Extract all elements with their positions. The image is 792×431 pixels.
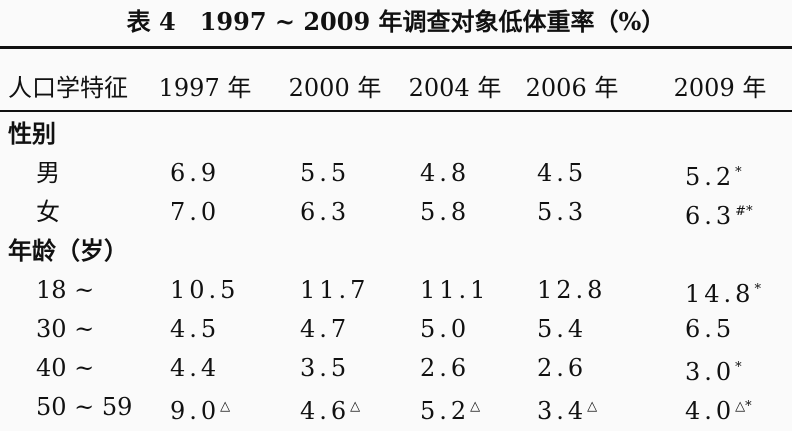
cell-value: 6.3 [685, 202, 736, 230]
cell: 11.1 [420, 276, 490, 304]
cell: 11.7 [300, 276, 370, 304]
cell-value: 4.0 [685, 397, 736, 425]
cell: 5.3 [537, 198, 588, 226]
cell-value: 14.8 [685, 280, 755, 308]
header-cell: 2009 年 [673, 74, 767, 102]
cell-note: △ [220, 399, 231, 414]
cell: 4.5 [170, 315, 221, 343]
header-cell: 2004 年 [408, 74, 502, 102]
cell: 5.5 [300, 159, 351, 187]
cell: 4.6△ [300, 393, 360, 425]
cell-note: #* [735, 204, 753, 219]
header-cell: 人口学特征 [8, 74, 128, 102]
cell-note: * [735, 360, 742, 375]
row-label: 30 ~ [36, 315, 95, 343]
cell: 4.5 [537, 159, 588, 187]
cell-note: △ [470, 399, 481, 414]
cell: 9.0△ [170, 393, 230, 425]
cell: 5.2* [685, 159, 742, 191]
cell: 6.3#* [685, 198, 753, 230]
top-rule [0, 46, 792, 49]
cell: 5.8 [420, 198, 471, 226]
cell: 6.9 [170, 159, 221, 187]
cell-value: 5.2 [420, 397, 471, 425]
cell: 12.8 [537, 276, 607, 304]
header-cell: 2006 年 [525, 74, 619, 102]
cell: 2.6 [537, 354, 588, 382]
section-label: 年龄（岁） [8, 236, 128, 265]
cell-value: 5.2 [685, 163, 736, 191]
cell: 4.8 [420, 159, 471, 187]
cell: 3.5 [300, 354, 351, 382]
cell: 5.0 [420, 315, 471, 343]
cell-value: 3.4 [537, 397, 588, 425]
table-title: 表 4 1997 ~ 2009 年调查对象低体重率（%） [126, 7, 666, 36]
cell: 4.0△* [685, 393, 752, 425]
cell: 5.4 [537, 315, 588, 343]
cell-value: 3.0 [685, 358, 736, 386]
row-label: 50 ~ 59 [36, 393, 133, 421]
cell: 10.5 [170, 276, 240, 304]
cell: 6.3 [300, 198, 351, 226]
cell: 6.5 [685, 315, 736, 343]
row-label: 40 ~ [36, 354, 95, 382]
row-label: 女 [36, 198, 60, 226]
row-label: 18 ~ [36, 276, 95, 304]
cell: 3.0* [685, 354, 742, 386]
cell: 2.6 [420, 354, 471, 382]
cell: 3.4△ [537, 393, 597, 425]
cell-note: * [754, 282, 761, 297]
cell-note: △* [735, 399, 752, 414]
cell: 4.7 [300, 315, 351, 343]
header-rule [0, 110, 792, 112]
cell-note: △ [587, 399, 598, 414]
row-label: 男 [36, 159, 60, 187]
cell-note: △ [350, 399, 361, 414]
cell: 4.4 [170, 354, 221, 382]
header-cell: 1997 年 [158, 74, 252, 102]
cell-value: 4.6 [300, 397, 351, 425]
cell: 5.2△ [420, 393, 480, 425]
header-cell: 2000 年 [288, 74, 382, 102]
cell: 14.8* [685, 276, 761, 308]
section-label: 性别 [8, 119, 56, 148]
cell-note: * [735, 165, 742, 180]
cell-value: 9.0 [170, 397, 221, 425]
cell: 7.0 [170, 198, 221, 226]
